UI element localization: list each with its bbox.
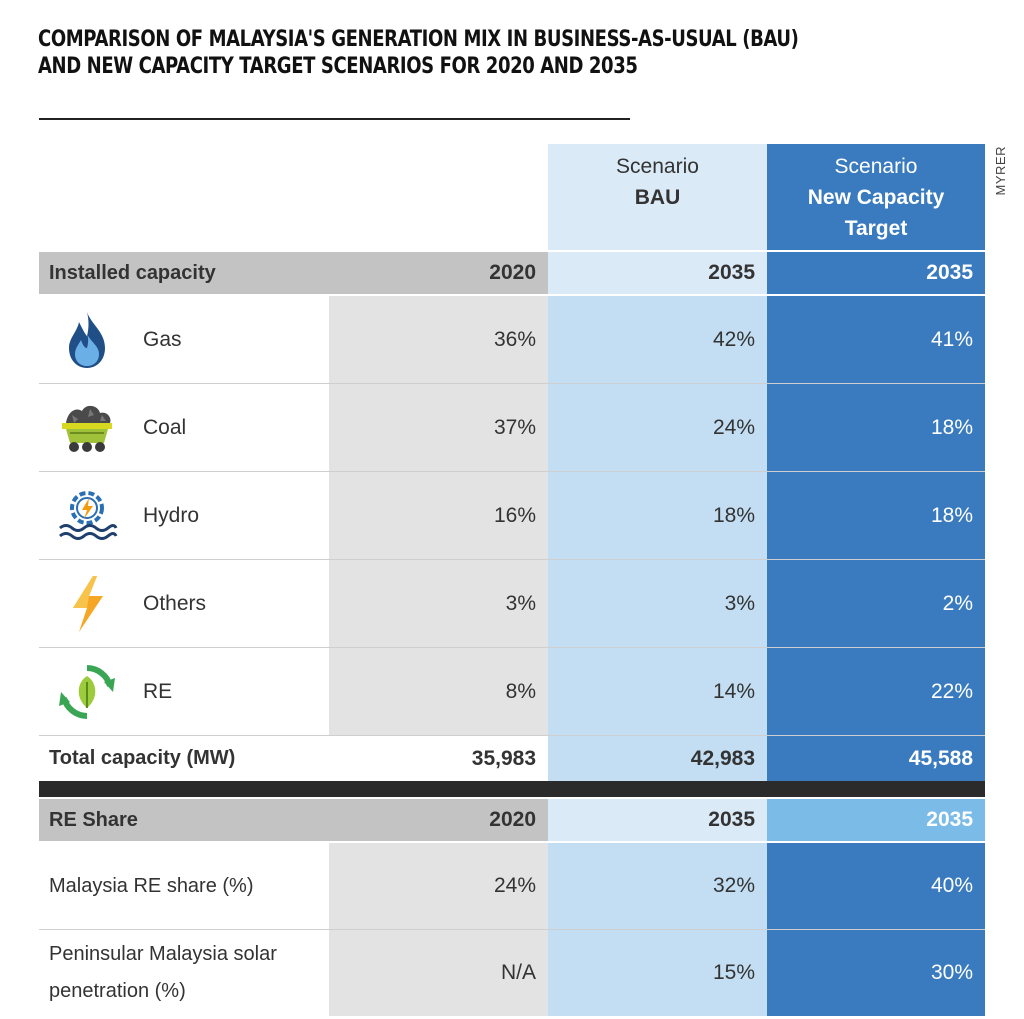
title-line-2: AND NEW CAPACITY TARGET SCENARIOS FOR 20… — [38, 54, 638, 79]
value-bau-2035: 32% — [548, 843, 767, 929]
row-label-cell: Hydro — [39, 472, 329, 559]
header-bau: Scenario BAU — [548, 144, 767, 250]
table-row-re: RE 8% 14% 22% — [39, 648, 985, 736]
row-label: Gas — [143, 327, 182, 351]
coal-cart-icon — [49, 390, 125, 466]
value-bau-2035: 15% — [548, 930, 767, 1016]
value-bau-2035: 14% — [548, 648, 767, 735]
value-bau-2035: 42% — [548, 296, 767, 383]
value-2020: 3% — [329, 560, 548, 647]
value-bau-2035: 24% — [548, 384, 767, 471]
row-label: Peninsular Malaysia solar penetration (%… — [39, 930, 329, 1016]
table-row-solar-penetration: Peninsular Malaysia solar penetration (%… — [39, 930, 985, 1016]
row-label-line-1: Peninsular Malaysia solar — [49, 943, 277, 965]
hydro-icon — [49, 478, 125, 554]
lightning-icon — [49, 566, 125, 642]
year-nct-2035: 2035 — [767, 799, 985, 841]
header-bau-line-2: BAU — [634, 185, 681, 209]
value-2020: N/A — [329, 930, 548, 1016]
table-row-gas: Gas 36% 42% 41% — [39, 296, 985, 384]
year-bau-2035: 2035 — [548, 252, 767, 294]
chart-title: COMPARISON OF MALAYSIA'S GENERATION MIX … — [38, 26, 799, 80]
value-nct-2035: 18% — [767, 384, 985, 471]
section-divider-bar — [39, 781, 985, 797]
table-row-hydro: Hydro 16% 18% 18% — [39, 472, 985, 560]
table-row-coal: Coal 37% 24% 18% — [39, 384, 985, 472]
installed-capacity-header-row: Installed capacity 2020 2035 2035 — [39, 250, 985, 296]
title-line-1: COMPARISON OF MALAYSIA'S GENERATION MIX … — [38, 27, 799, 52]
year-2020: 2020 — [329, 799, 548, 841]
value-bau-2035: 3% — [548, 560, 767, 647]
header-nct-line-2: New Capacity — [807, 185, 945, 209]
row-label: Total capacity (MW) — [39, 736, 329, 781]
generation-mix-table: Scenario BAU Scenario New Capacity Targe… — [39, 144, 985, 1016]
header-bau-line-1: Scenario — [616, 154, 699, 178]
row-label-cell: RE — [39, 648, 329, 735]
section-label: RE Share — [39, 799, 329, 841]
row-label: RE — [143, 679, 173, 703]
row-label: Hydro — [143, 503, 200, 527]
source-credit: MYRER — [993, 146, 1008, 196]
header-spacer — [655, 213, 661, 244]
value-nct-2035: 22% — [767, 648, 985, 735]
table-row-malaysia-re-share: Malaysia RE share (%) 24% 32% 40% — [39, 843, 985, 930]
header-empty-cell — [39, 144, 329, 250]
value-2020: 37% — [329, 384, 548, 471]
row-label-line-2: penetration (%) — [49, 980, 186, 1002]
table-row-others: Others 3% 3% 2% — [39, 560, 985, 648]
year-bau-2035: 2035 — [548, 799, 767, 841]
row-label: Malaysia RE share (%) — [39, 843, 329, 929]
row-label-cell: Gas — [39, 296, 329, 383]
table-header-row: Scenario BAU Scenario New Capacity Targe… — [39, 144, 985, 250]
gas-flame-icon — [49, 302, 125, 378]
header-nct-line-1: Scenario — [834, 154, 918, 178]
value-2020: 24% — [329, 843, 548, 929]
value-nct-2035: 30% — [767, 930, 985, 1016]
row-label: Coal — [143, 415, 187, 439]
value-2020: 16% — [329, 472, 548, 559]
section-label: Installed capacity — [39, 252, 329, 294]
value-nct-2035: 2% — [767, 560, 985, 647]
value-nct-2035: 18% — [767, 472, 985, 559]
row-label-cell: Others — [39, 560, 329, 647]
row-label: Others — [143, 591, 207, 615]
value-bau-2035: 42,983 — [548, 736, 767, 781]
header-empty-cell — [329, 144, 548, 250]
year-nct-2035: 2035 — [767, 252, 985, 294]
value-2020: 35,983 — [329, 736, 548, 781]
table-row-total: Total capacity (MW) 35,983 42,983 45,588 — [39, 736, 985, 781]
value-2020: 36% — [329, 296, 548, 383]
value-nct-2035: 45,588 — [767, 736, 985, 781]
value-2020: 8% — [329, 648, 548, 735]
header-nct-line-3: Target — [844, 216, 908, 240]
value-bau-2035: 18% — [548, 472, 767, 559]
header-new-capacity-target: Scenario New Capacity Target — [767, 144, 985, 250]
title-divider — [39, 118, 630, 120]
value-nct-2035: 41% — [767, 296, 985, 383]
row-label-cell: Coal — [39, 384, 329, 471]
value-nct-2035: 40% — [767, 843, 985, 929]
renewable-leaf-icon — [49, 654, 125, 730]
year-2020: 2020 — [329, 252, 548, 294]
re-share-header-row: RE Share 2020 2035 2035 — [39, 797, 985, 843]
